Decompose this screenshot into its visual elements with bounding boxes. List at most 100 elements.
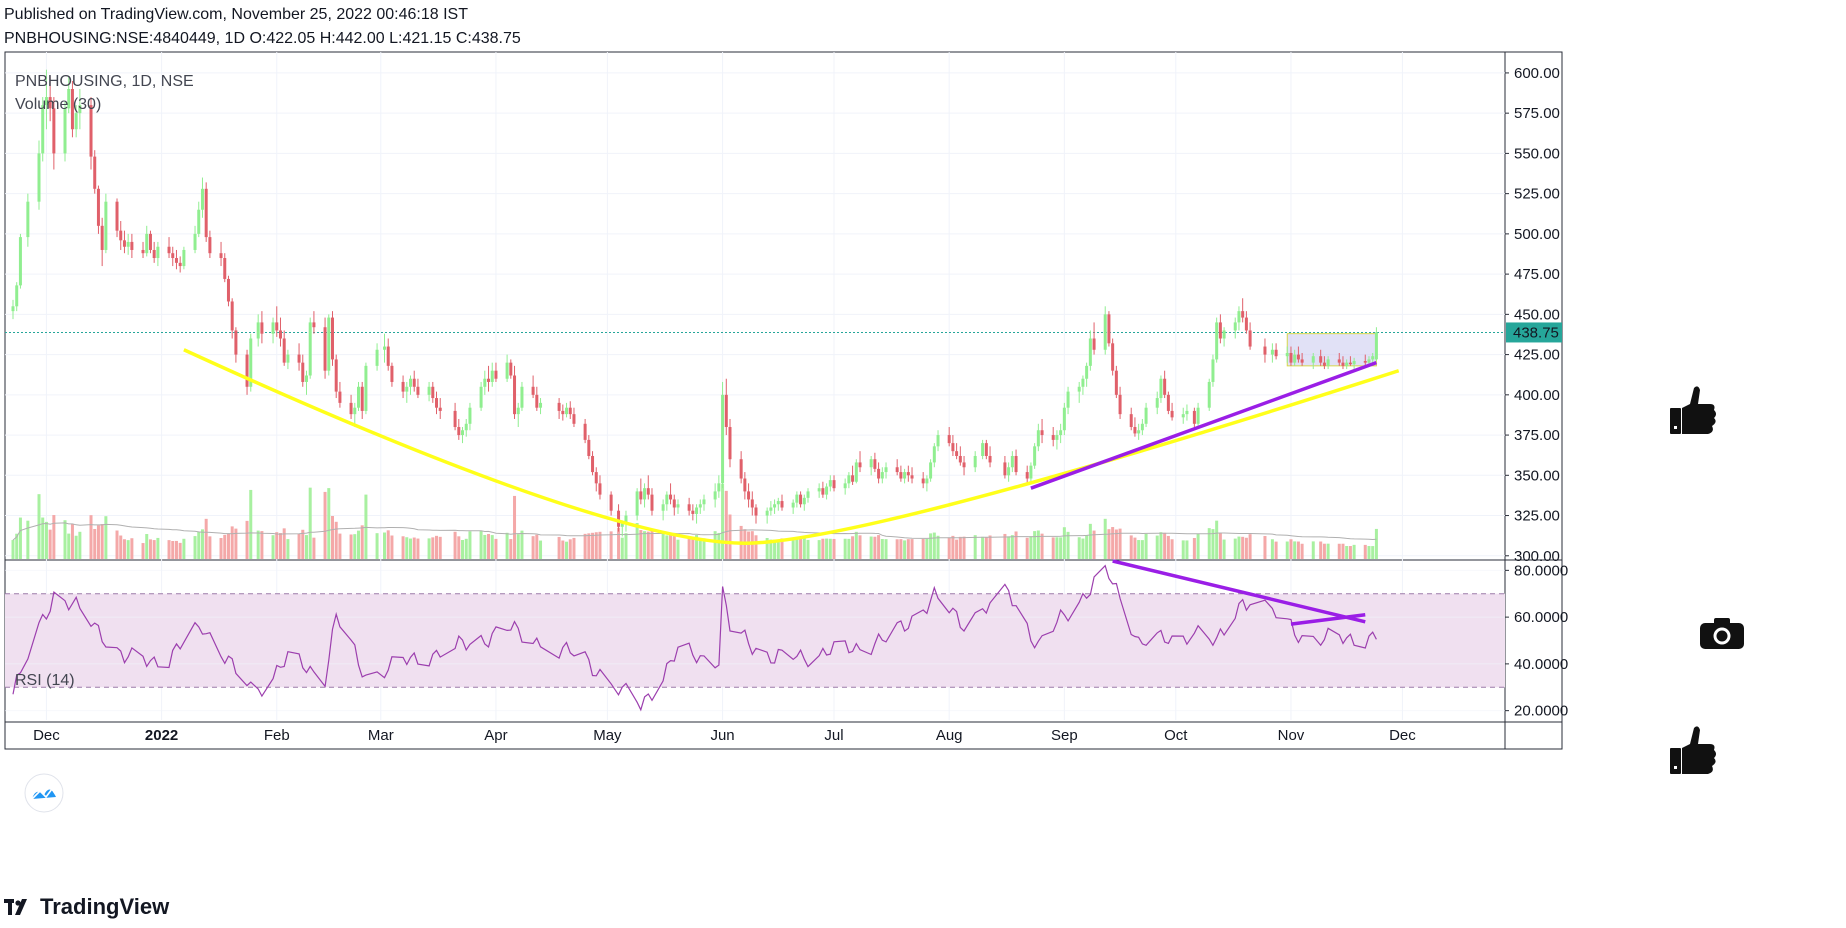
candle-body [1345,362,1349,366]
candle-body [821,488,825,495]
tradingview-brand[interactable]: TradingView [4,894,169,920]
candle [1040,418,1044,444]
candle-body [308,322,312,376]
volume-bar [1140,540,1144,559]
candle-body [509,362,513,376]
volume-bar [11,540,15,559]
candle [271,317,275,344]
volume-bar [70,524,74,559]
volume-bar [63,520,67,559]
volume-bar [721,484,725,559]
candle-body [278,330,282,339]
candle-body [178,262,182,267]
volume-bar [152,540,156,559]
volume-bar [598,531,602,559]
candle [1296,346,1300,363]
price-tick-label: 300.00 [1514,548,1560,565]
candle-body [219,253,223,259]
candle [249,333,253,392]
candle [312,311,316,334]
volume-bar [702,538,706,559]
volume-bar [929,533,933,559]
published-line: Published on TradingView.com, November 2… [4,6,468,23]
volume-bar [750,531,754,559]
candle-body [1166,394,1170,411]
candle [921,472,925,489]
volume-bar [464,538,468,559]
candle-body [594,472,598,484]
volume-bar [457,536,461,559]
candle-body [156,246,160,259]
candle [721,381,725,489]
volume-bar [178,542,182,559]
candle [1289,346,1293,366]
candle-body [93,156,97,189]
candle [951,435,955,456]
volume-bar [278,533,282,559]
candle-body [1014,455,1018,473]
volume-bar [988,535,992,559]
volume-bar [67,533,71,559]
volume-bar [1322,543,1326,559]
volume-bar [1111,527,1115,559]
candle-body [353,407,357,415]
candle [1140,418,1144,436]
candle [1007,462,1011,482]
volume-bar [487,533,491,559]
candle-body [1363,361,1367,363]
candle-body [743,478,747,492]
rsi-line [12,564,1377,712]
volume-bar [1211,529,1215,559]
x-tick-label: May [593,727,622,744]
price-tick-label: 425.00 [1514,347,1560,364]
candle-body [672,499,676,508]
candle-body [728,427,732,460]
candle [78,89,82,130]
brand-name: TradingView [40,894,170,919]
volume-bar [724,490,728,559]
volume-bar [312,537,316,559]
candle [308,317,312,379]
candle-body [301,362,305,382]
candle-body [438,407,442,411]
candle [903,468,907,484]
candle-body [464,423,468,431]
volume-bar [208,536,212,559]
volume-bar [799,538,803,559]
candle [96,185,100,234]
candle [509,359,513,379]
candle [769,501,773,516]
candle [1241,298,1245,323]
volume-bar [375,533,379,559]
volume-bar [390,535,394,559]
candle-body [1007,467,1011,476]
candle-body [516,407,520,415]
candle [278,317,282,347]
candle [15,282,19,312]
candle-body [364,365,368,411]
volume-bar [93,528,97,559]
volume-bar [617,527,621,559]
candle-body [639,491,643,500]
volume-bar [1103,518,1107,559]
candle-body [646,488,650,495]
candle-body [921,478,925,484]
candle [464,418,468,437]
candle [427,381,431,402]
candle-body [431,386,435,399]
volume-bar [984,537,988,559]
candle [880,467,884,484]
volume-bar [1029,536,1033,559]
candle-body [230,301,234,331]
candle-body [323,327,327,371]
candle [1363,354,1367,366]
volume-bar [353,534,357,559]
candle [356,381,360,411]
candle-body [1319,356,1323,363]
volume-bar [639,530,643,559]
volume-bar [1241,536,1245,559]
rsi-short-trendline [1290,613,1366,626]
candle-body [74,113,78,130]
volume-bar [494,538,498,559]
